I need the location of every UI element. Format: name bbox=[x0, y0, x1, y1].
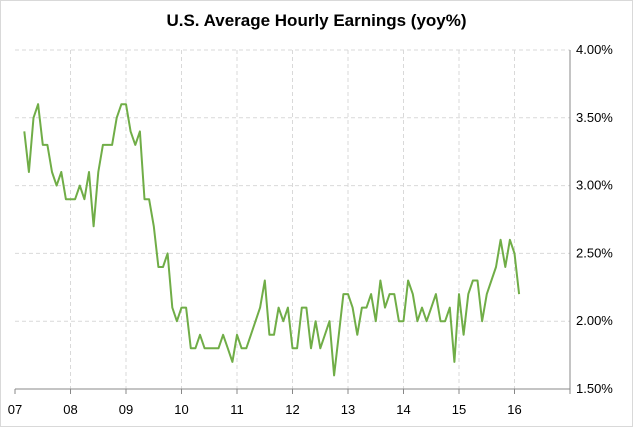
y-tick-label: 3.00% bbox=[576, 178, 613, 193]
gridlines bbox=[15, 49, 570, 389]
y-tick-label: 2.50% bbox=[576, 245, 613, 260]
y-tick-label: 4.00% bbox=[576, 42, 613, 57]
x-tick-label: 08 bbox=[63, 402, 77, 417]
x-tick-label: 07 bbox=[8, 402, 22, 417]
series-layer bbox=[23, 103, 521, 377]
x-tick-label: 16 bbox=[507, 402, 521, 417]
series-line bbox=[23, 103, 521, 377]
x-tick-label: 10 bbox=[174, 402, 188, 417]
x-tick-label: 15 bbox=[452, 402, 466, 417]
y-tick-label: 1.50% bbox=[576, 381, 613, 396]
x-tick-label: 13 bbox=[341, 402, 355, 417]
y-tick-label: 2.00% bbox=[576, 313, 613, 328]
x-tick-label: 12 bbox=[285, 402, 299, 417]
tick-labels: 1.50% 2.00% 2.50% 3.00% 3.50% 4.00% 07 08 09 10 11… bbox=[8, 42, 614, 417]
y-tick-label: 3.50% bbox=[576, 110, 613, 125]
x-tick-label: 09 bbox=[119, 402, 133, 417]
chart-title: U.S. Average Hourly Earnings (yoy%) bbox=[166, 11, 467, 30]
x-tick-label: 11 bbox=[230, 402, 244, 417]
axes bbox=[14, 50, 571, 394]
x-tick-label: 14 bbox=[396, 402, 410, 417]
